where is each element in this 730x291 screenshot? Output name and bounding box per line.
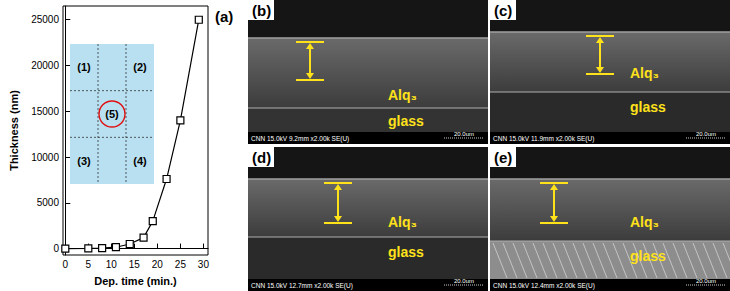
svg-text:20.0um: 20.0um <box>696 278 716 284</box>
svg-text:Alq₃: Alq₃ <box>630 65 659 81</box>
svg-text:Alq₃: Alq₃ <box>388 87 417 103</box>
svg-text:glass: glass <box>630 248 666 264</box>
svg-text:20000: 20000 <box>31 60 59 71</box>
svg-text:25: 25 <box>175 259 187 270</box>
svg-text:20: 20 <box>152 259 164 270</box>
svg-text:(2): (2) <box>133 61 147 73</box>
svg-text:Alq₃: Alq₃ <box>388 214 417 230</box>
svg-text:(d): (d) <box>252 149 271 166</box>
svg-text:10: 10 <box>106 259 118 270</box>
svg-text:(1): (1) <box>77 61 91 73</box>
svg-text:glass: glass <box>388 244 424 260</box>
svg-text:25000: 25000 <box>31 14 59 25</box>
svg-text:(3): (3) <box>77 155 91 167</box>
svg-text:10000: 10000 <box>31 152 59 163</box>
svg-text:(5): (5) <box>105 108 119 120</box>
svg-text:CNN 15.0kV 12.7mm x2.00k SE(U): CNN 15.0kV 12.7mm x2.00k SE(U) <box>251 282 353 290</box>
svg-text:CNN 15.0kV 9.2mm x2.00k SE(U): CNN 15.0kV 9.2mm x2.00k SE(U) <box>251 135 349 143</box>
svg-text:(b): (b) <box>252 2 271 19</box>
svg-text:CNN 15.0kV 12.4mm x2.00k SE(U): CNN 15.0kV 12.4mm x2.00k SE(U) <box>493 282 595 290</box>
svg-text:CNN 15.0kV 11.9mm x2.00k SE(U): CNN 15.0kV 11.9mm x2.00k SE(U) <box>493 135 594 143</box>
svg-text:15: 15 <box>129 259 141 270</box>
svg-text:(c): (c) <box>494 2 512 19</box>
svg-text:glass: glass <box>630 99 666 115</box>
svg-text:20.0um: 20.0um <box>696 131 716 137</box>
svg-text:(4): (4) <box>133 155 147 167</box>
svg-text:20.0um: 20.0um <box>454 278 474 284</box>
html-text:(a): (a) <box>215 8 234 25</box>
svg-text:Thickness (nm): Thickness (nm) <box>8 90 20 171</box>
svg-text:Dep. time (min.): Dep. time (min.) <box>94 275 177 287</box>
svg-text:glass: glass <box>388 113 424 129</box>
svg-text:20.0um: 20.0um <box>454 131 474 137</box>
svg-text:5000: 5000 <box>37 197 60 208</box>
svg-text:30: 30 <box>198 259 210 270</box>
svg-text:15000: 15000 <box>31 106 59 117</box>
svg-text:Alq₃: Alq₃ <box>630 214 659 230</box>
svg-text:5: 5 <box>86 259 92 270</box>
svg-text:0: 0 <box>53 243 59 254</box>
svg-text:0: 0 <box>63 259 69 270</box>
svg-text:(e): (e) <box>494 149 512 166</box>
